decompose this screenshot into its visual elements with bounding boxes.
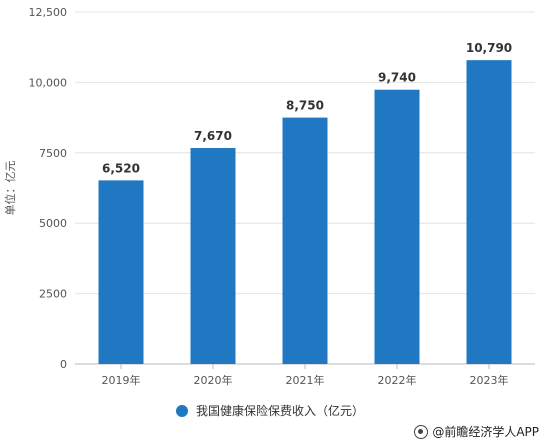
y-tick-label: 7500	[39, 147, 67, 160]
x-tick-label: 2023年	[470, 373, 509, 387]
data-label: 8,750	[286, 99, 324, 113]
x-tick-label: 2022年	[378, 373, 417, 387]
x-tick-label: 2021年	[286, 373, 325, 387]
bar[interactable]	[98, 180, 144, 364]
source-credit: @前瞻经济学人APP	[414, 423, 539, 440]
x-tick-label: 2019年	[102, 373, 141, 387]
bar[interactable]	[190, 148, 236, 364]
data-label: 10,790	[466, 41, 512, 55]
credit-text: @前瞻经济学人APP	[432, 425, 539, 439]
data-label: 6,520	[102, 161, 140, 175]
y-tick-label: 10,000	[29, 76, 68, 89]
y-tick-label: 5000	[39, 217, 67, 230]
bar[interactable]	[466, 60, 512, 365]
camera-icon	[414, 424, 429, 439]
y-tick-label: 12,500	[29, 6, 68, 19]
y-axis-title: 单位：亿元	[3, 161, 17, 216]
y-tick-label: 2500	[39, 288, 67, 301]
data-label: 7,670	[194, 129, 232, 143]
legend-marker	[176, 404, 188, 417]
bar[interactable]	[282, 117, 328, 364]
x-tick-label: 2020年	[194, 373, 233, 387]
data-label: 9,740	[378, 71, 416, 85]
bar[interactable]	[374, 89, 420, 364]
legend[interactable]: 我国健康保险保费收入（亿元）	[176, 402, 364, 419]
y-tick-label: 0	[60, 358, 67, 371]
legend-label: 我国健康保险保费收入（亿元）	[196, 404, 365, 418]
